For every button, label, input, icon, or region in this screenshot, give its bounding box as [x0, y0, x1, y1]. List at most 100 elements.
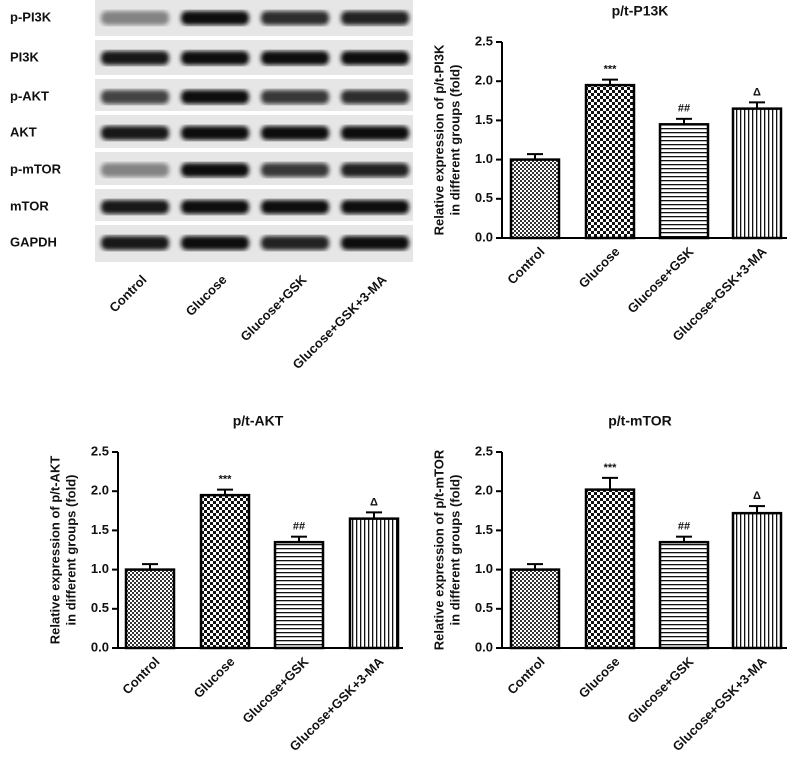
x-tick-label: Glucose — [576, 654, 623, 701]
significance-label: *** — [219, 474, 233, 486]
significance-label: ## — [678, 521, 690, 533]
bar — [731, 511, 783, 650]
significance-label: Δ — [753, 86, 761, 98]
blot-band — [181, 11, 249, 25]
y-tick-label: 1.0 — [475, 151, 493, 166]
significance-label: ## — [293, 521, 305, 533]
blot-gap — [95, 36, 413, 40]
x-tick-label: Glucose — [191, 654, 238, 701]
band-label: PI3K — [10, 49, 40, 64]
lane-label: Glucose — [183, 272, 230, 319]
blot-band — [181, 51, 249, 65]
y-axis-label: Relative expression of p/t-mTOR — [431, 449, 446, 650]
chart-title: p/t-P13K — [612, 3, 669, 19]
x-tick-label: Glucose+GSK — [624, 244, 697, 317]
blot-band — [341, 51, 409, 65]
bar — [509, 158, 561, 240]
y-tick-label: 1.0 — [475, 561, 493, 576]
x-tick-label: Glucose+GSK — [239, 654, 312, 727]
y-tick-label: 1.5 — [475, 112, 493, 127]
x-tick-label: Control — [119, 654, 162, 697]
blot-band — [261, 236, 329, 250]
blot-band — [101, 51, 169, 65]
blot-band — [181, 126, 249, 140]
y-axis-label: Relative expression of p/t-PI3K — [431, 44, 446, 235]
significance-label: ## — [678, 103, 690, 115]
blot-gap — [95, 221, 413, 225]
band-label: GAPDH — [10, 234, 57, 249]
bar — [731, 107, 783, 240]
y-axis-label: in different groups (fold) — [447, 475, 462, 626]
blot-band — [101, 11, 169, 25]
blot-band — [261, 51, 329, 65]
y-tick-label: 2.0 — [475, 483, 493, 498]
y-tick-label: 1.5 — [475, 522, 493, 537]
band-label: mTOR — [10, 198, 49, 213]
band-label: p-AKT — [10, 88, 49, 103]
x-tick-label: Control — [504, 244, 547, 287]
x-tick-label: Glucose+GSK — [624, 654, 697, 727]
y-tick-label: 0.0 — [475, 229, 493, 244]
blot-band — [101, 126, 169, 140]
bar — [273, 540, 325, 650]
blot-band — [261, 90, 329, 104]
blot-band — [181, 200, 249, 214]
band-label: p-mTOR — [10, 161, 62, 176]
blot-band — [341, 236, 409, 250]
y-tick-label: 0.5 — [475, 190, 493, 205]
y-tick-label: 1.0 — [91, 561, 109, 576]
lane-label: Control — [106, 272, 149, 315]
blot-band — [261, 126, 329, 140]
blot-band — [101, 200, 169, 214]
y-tick-label: 2.0 — [91, 483, 109, 498]
blot-band — [101, 163, 169, 177]
significance-label: *** — [604, 64, 618, 76]
blot-band — [341, 163, 409, 177]
blot-band — [261, 163, 329, 177]
blot-gap — [95, 185, 413, 189]
bar — [509, 568, 561, 650]
y-tick-label: 2.0 — [475, 73, 493, 88]
blot-gap — [95, 148, 413, 152]
blot-band — [341, 126, 409, 140]
x-tick-label: Control — [504, 654, 547, 697]
bar — [199, 493, 251, 650]
blot-band — [101, 90, 169, 104]
chart-title: p/t-AKT — [233, 413, 284, 429]
significance-label: Δ — [370, 496, 378, 508]
y-tick-label: 0.5 — [475, 600, 493, 615]
chart-title: p/t-mTOR — [608, 413, 672, 429]
blot-band — [341, 90, 409, 104]
bar — [658, 540, 710, 650]
bar — [584, 488, 636, 650]
blot-gap — [95, 75, 413, 79]
significance-label: *** — [604, 462, 618, 474]
blot-band — [101, 236, 169, 250]
band-label: AKT — [10, 124, 37, 139]
y-tick-label: 1.5 — [91, 522, 109, 537]
y-tick-label: 0.0 — [91, 639, 109, 654]
blot-band — [341, 11, 409, 25]
y-tick-label: 2.5 — [475, 443, 493, 458]
y-tick-label: 0.0 — [475, 639, 493, 654]
lane-label: Glucose+GSK — [237, 272, 310, 345]
blot-band — [181, 90, 249, 104]
blot-band — [261, 11, 329, 25]
blot-band — [261, 200, 329, 214]
bar — [658, 123, 710, 240]
blot-band — [181, 163, 249, 177]
blot-band — [181, 236, 249, 250]
significance-label: Δ — [753, 490, 761, 502]
bar — [348, 517, 400, 650]
y-axis-label: in different groups (fold) — [447, 65, 462, 216]
bar — [124, 568, 176, 650]
bar — [584, 83, 636, 240]
blot-gap — [95, 111, 413, 115]
band-label: p-PI3K — [10, 9, 52, 24]
y-tick-label: 2.5 — [91, 443, 109, 458]
y-axis-label: Relative expression of p/t-AKT — [47, 456, 62, 645]
y-tick-label: 2.5 — [475, 33, 493, 48]
x-tick-label: Glucose — [576, 244, 623, 291]
